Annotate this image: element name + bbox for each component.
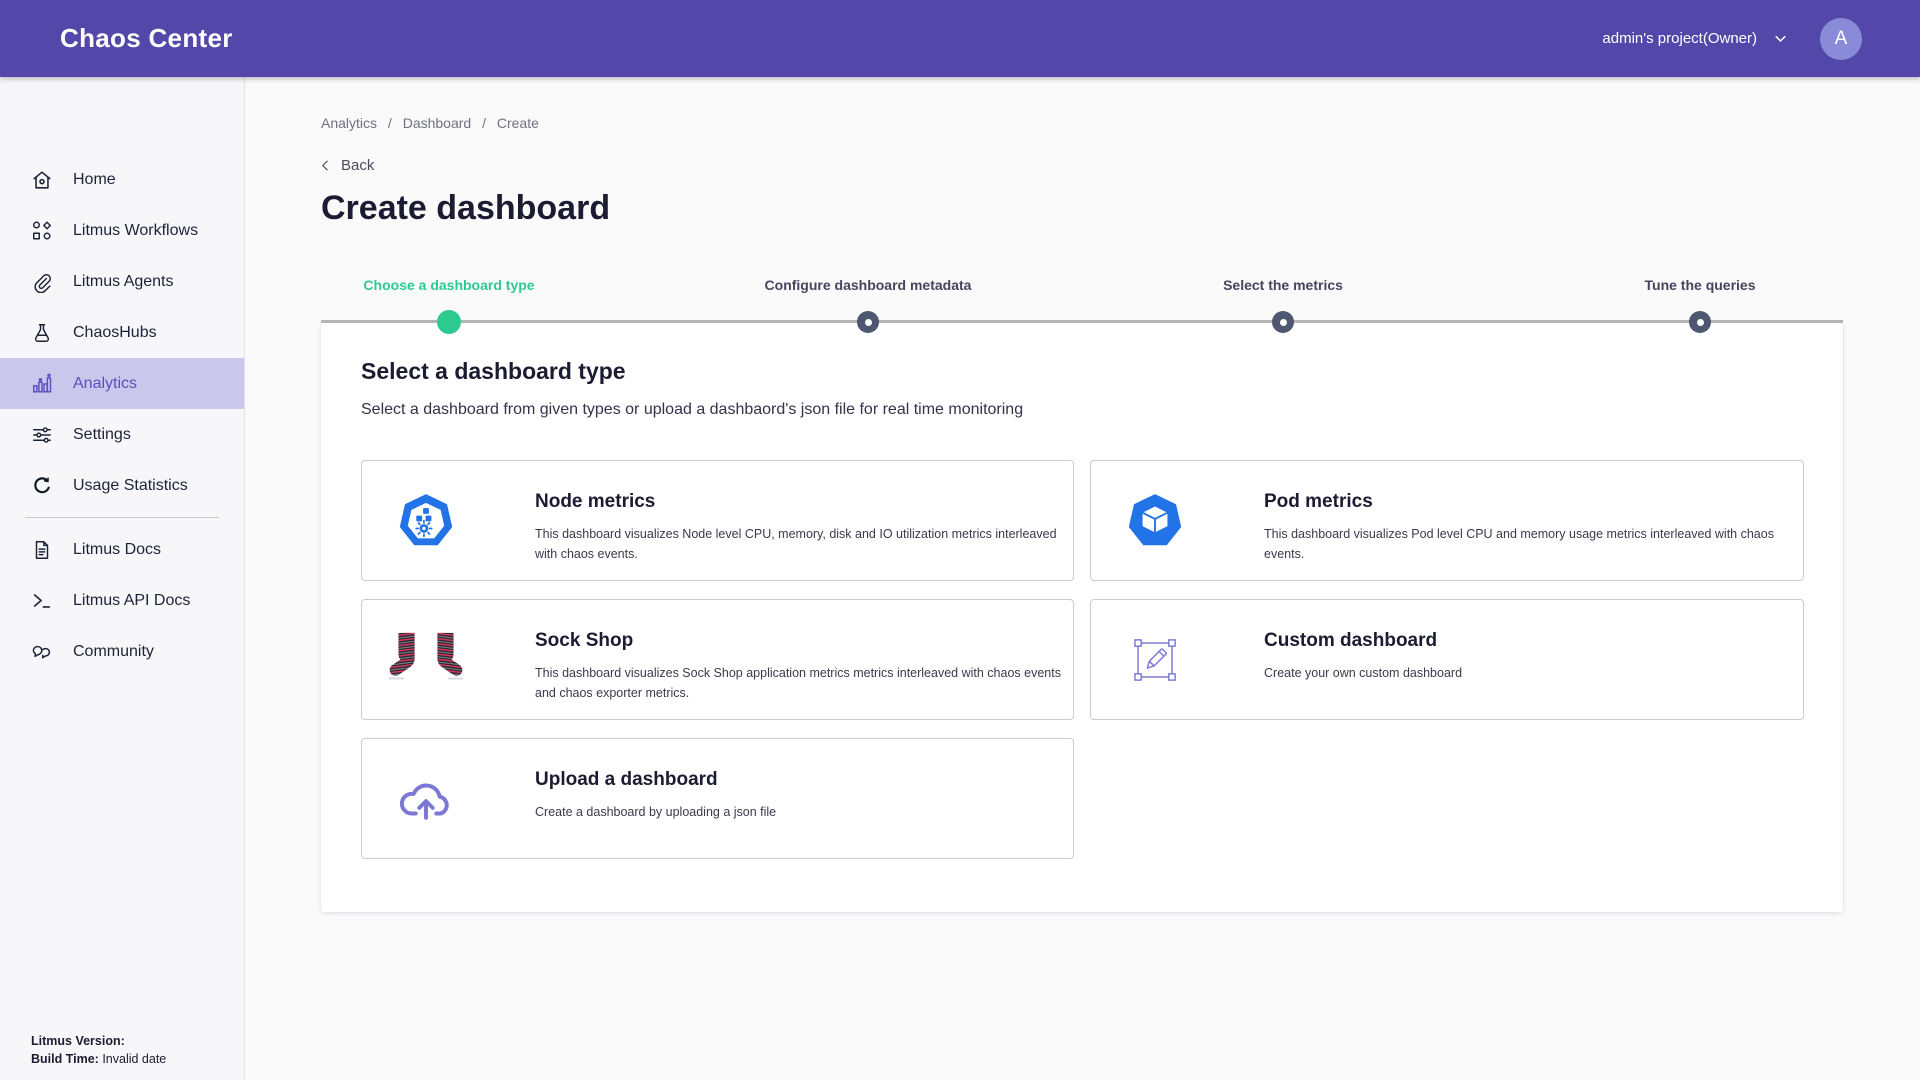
card-title: Sock Shop <box>535 630 634 651</box>
card-title: Pod metrics <box>1264 491 1373 512</box>
sidebar-item-usage-statistics[interactable]: Usage Statistics <box>0 460 244 511</box>
step-dot-3 <box>1272 311 1294 333</box>
back-label: Back <box>341 157 375 174</box>
chat-bubbles-icon <box>31 641 53 663</box>
main-content: Analytics / Dashboard / Create Back Crea… <box>245 77 1920 1080</box>
refresh-icon <box>31 475 53 497</box>
home-icon <box>31 169 53 191</box>
back-button[interactable]: Back <box>319 157 374 174</box>
sidebar-item-litmus-api-docs[interactable]: Litmus API Docs <box>0 575 244 626</box>
card-description: Create your own custom dashboard <box>1264 666 1463 680</box>
sidebar-item-label: Litmus Docs <box>73 540 162 558</box>
dashboard-type-cards: Node metrics This dashboard visualizes N… <box>361 460 1804 859</box>
card-text: Node metrics This dashboard visualizes N… <box>535 491 1065 564</box>
pod-metrics-icon <box>1115 461 1195 580</box>
sidebar-item-community[interactable]: Community <box>0 626 244 677</box>
sock-shop-icon <box>386 600 466 719</box>
breadcrumb: Analytics / Dashboard / Create <box>321 115 546 131</box>
terminal-icon <box>31 590 53 612</box>
card-description: This dashboard visualizes Pod level CPU … <box>1264 527 1774 561</box>
chevron-left-icon <box>319 159 332 172</box>
card-description: Create a dashboard by uploading a json f… <box>535 805 777 819</box>
custom-dashboard-icon <box>1115 600 1195 719</box>
card-text: Upload a dashboard Create a dashboard by… <box>535 769 1065 822</box>
panel-subheading: Select a dashboard from given types or u… <box>361 401 1024 418</box>
sidebar-item-settings[interactable]: Settings <box>0 409 244 460</box>
litmus-version-label: Litmus Version: <box>31 1034 125 1048</box>
sidebar-divider <box>25 517 219 518</box>
step-dot-4 <box>1689 311 1711 333</box>
chevron-down-icon <box>1773 31 1788 46</box>
bar-chart-icon <box>31 373 53 395</box>
project-selector[interactable]: admin's project(Owner) <box>1602 30 1788 47</box>
breadcrumb-create: Create <box>496 115 539 131</box>
app-header: Chaos Center admin's project(Owner) A <box>0 0 1920 77</box>
sidebar-item-litmus-docs[interactable]: Litmus Docs <box>0 524 244 575</box>
card-text: Sock Shop This dashboard visualizes Sock… <box>535 630 1065 703</box>
step-dot-2 <box>857 311 879 333</box>
sidebar-footer: Litmus Version: Build Time: Invalid date <box>31 1032 166 1068</box>
agents-icon <box>31 271 53 293</box>
sidebar-item-label: Settings <box>73 425 131 443</box>
step-dot-1-active <box>437 310 461 334</box>
upload-cloud-icon <box>386 739 466 858</box>
step-label-configure-metadata: Configure dashboard metadata <box>764 277 972 293</box>
document-icon <box>31 539 53 561</box>
card-sock-shop[interactable]: Sock Shop This dashboard visualizes Sock… <box>361 599 1074 720</box>
card-pod-metrics[interactable]: Pod metrics This dashboard visualizes Po… <box>1090 460 1804 581</box>
build-time-label: Build Time: <box>31 1052 99 1066</box>
sidebar-item-label: Litmus Agents <box>73 272 174 290</box>
page-title: Create dashboard <box>321 189 611 227</box>
sidebar-item-litmus-workflows[interactable]: Litmus Workflows <box>0 205 244 256</box>
panel-heading: Select a dashboard type <box>361 358 626 384</box>
sidebar-item-label: Home <box>73 170 116 188</box>
card-title: Upload a dashboard <box>535 769 718 790</box>
sidebar-item-litmus-agents[interactable]: Litmus Agents <box>0 256 244 307</box>
node-metrics-icon <box>386 461 466 580</box>
card-node-metrics[interactable]: Node metrics This dashboard visualizes N… <box>361 460 1074 581</box>
stepper-connector-line <box>321 320 1843 323</box>
avatar[interactable]: A <box>1820 17 1862 60</box>
avatar-letter: A <box>1834 27 1848 49</box>
sidebar-item-label: Usage Statistics <box>73 476 188 494</box>
card-custom-dashboard[interactable]: Custom dashboard Create your own custom … <box>1090 599 1804 720</box>
workflows-icon <box>31 220 53 242</box>
sidebar-item-label: Community <box>73 642 154 660</box>
card-title: Custom dashboard <box>1264 630 1438 651</box>
build-time-value: Invalid date <box>102 1052 167 1066</box>
sidebar: Home Litmus Workflows Litmus Agents Chao… <box>0 77 245 1080</box>
flask-icon <box>31 322 53 344</box>
sliders-icon <box>31 424 53 446</box>
step-label-select-metrics: Select the metrics <box>1223 277 1343 293</box>
sidebar-item-label: ChaosHubs <box>73 323 157 341</box>
sidebar-item-chaoshubs[interactable]: ChaosHubs <box>0 307 244 358</box>
breadcrumb-dashboard[interactable]: Dashboard <box>402 115 472 131</box>
card-description: This dashboard visualizes Sock Shop appl… <box>535 666 1061 700</box>
sidebar-item-home[interactable]: Home <box>0 154 244 205</box>
card-text: Custom dashboard Create your own custom … <box>1264 630 1795 683</box>
step-label-tune-queries: Tune the queries <box>1644 277 1756 293</box>
project-selector-label: admin's project(Owner) <box>1602 30 1757 47</box>
breadcrumb-separator: / <box>387 115 392 131</box>
card-text: Pod metrics This dashboard visualizes Po… <box>1264 491 1795 564</box>
app-title: Chaos Center <box>60 23 233 53</box>
breadcrumb-separator: / <box>482 115 486 131</box>
step-label-choose-dashboard-type: Choose a dashboard type <box>363 277 535 293</box>
card-upload-dashboard[interactable]: Upload a dashboard Create a dashboard by… <box>361 738 1074 859</box>
sidebar-item-label: Litmus API Docs <box>73 591 191 609</box>
sidebar-item-label: Litmus Workflows <box>73 221 199 239</box>
sidebar-item-analytics[interactable]: Analytics <box>0 358 244 409</box>
card-title: Node metrics <box>535 491 656 512</box>
card-description: This dashboard visualizes Node level CPU… <box>535 527 1057 561</box>
breadcrumb-analytics[interactable]: Analytics <box>321 115 378 131</box>
dashboard-type-panel: Select a dashboard type Select a dashboa… <box>321 322 1843 912</box>
sidebar-item-label: Analytics <box>73 374 138 392</box>
